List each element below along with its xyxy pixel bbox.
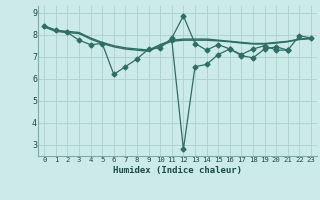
X-axis label: Humidex (Indice chaleur): Humidex (Indice chaleur) bbox=[113, 166, 242, 175]
